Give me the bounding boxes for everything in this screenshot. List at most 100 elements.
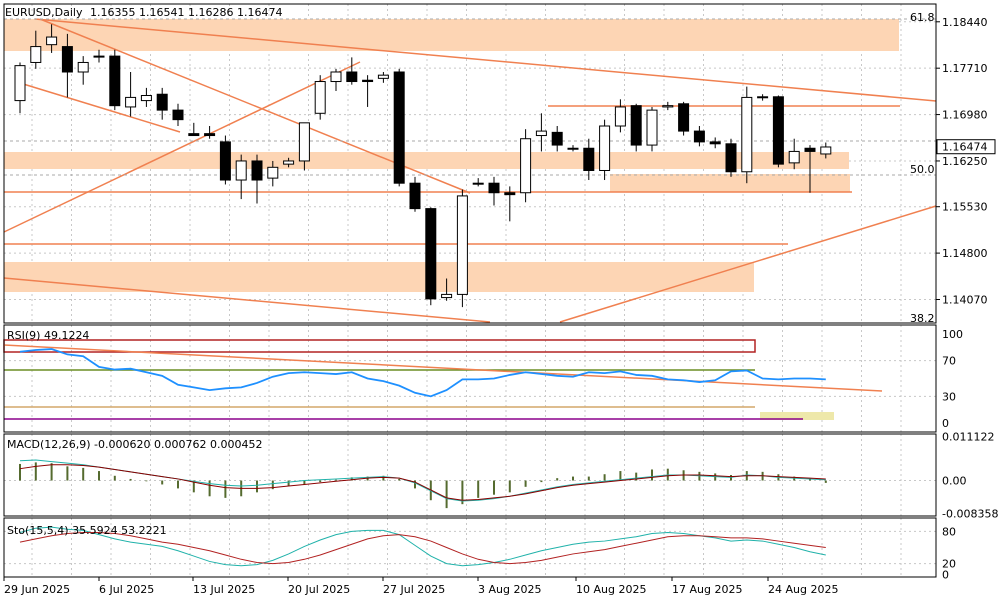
fib-label-500: 50.0	[910, 163, 935, 176]
zone-lower	[4, 262, 754, 292]
x-tick-label-0: 29 Jun 2025	[4, 583, 70, 596]
x-tick-label-7: 17 Aug 2025	[672, 583, 742, 596]
candle-body-35	[567, 147, 579, 150]
candle-body-23	[377, 74, 389, 79]
candle-body-41	[662, 105, 674, 108]
x-tick-label-4: 27 Jul 2025	[383, 583, 445, 596]
sto-tick-label-0: 80	[942, 525, 956, 538]
x-tick-label-8: 24 Aug 2025	[768, 583, 838, 596]
candle-body-8	[140, 95, 152, 102]
trendline-upper-descending	[34, 18, 937, 102]
candle-body-3	[61, 46, 73, 73]
candle-body-45	[725, 143, 737, 173]
candle-body-31	[504, 192, 516, 196]
x-tick-label-6: 10 Aug 2025	[576, 583, 646, 596]
x-tick-label-1: 6 Jul 2025	[99, 583, 154, 596]
candle-body-49	[788, 150, 800, 164]
candle-body-33	[535, 130, 547, 137]
candle-body-32	[520, 138, 532, 194]
frame-sto	[3, 517, 937, 578]
price-tick-label-1: 1.17710	[942, 62, 988, 75]
fib-label-618: 61.8	[910, 11, 935, 24]
frame-price	[3, 3, 937, 324]
sto-main-line	[19, 526, 826, 567]
candle-body-44	[709, 141, 721, 145]
candle-body-46	[741, 96, 753, 173]
candle-body-12	[204, 133, 216, 137]
rsi-tick-label-1: 70	[942, 355, 956, 368]
candle-body-15	[251, 160, 263, 181]
candle-body-43	[693, 130, 705, 143]
rsi-title: RSI(9) 49.1224	[7, 329, 89, 342]
macd-tick-label-2: -0.008358	[942, 507, 998, 520]
candle-body-2	[46, 36, 58, 46]
candle-body-50	[804, 147, 816, 152]
candle-body-42	[678, 103, 690, 132]
frame-macd	[3, 433, 937, 517]
price-tick-label-3: 1.16250	[942, 155, 988, 168]
candle-body-4	[77, 61, 89, 73]
zone-middle	[4, 152, 849, 169]
candle-body-5	[93, 55, 105, 58]
rsi-tick-label-0: 100	[942, 328, 963, 341]
candle-body-6	[109, 55, 121, 107]
candle-body-48	[772, 96, 784, 165]
current-price-label: 1.16474	[942, 141, 988, 154]
macd-tick-label-0: 0.011122	[942, 431, 995, 444]
stochastic-panel	[19, 526, 826, 567]
price-tick-label-5: 1.14800	[942, 247, 988, 260]
candle-body-40	[646, 109, 658, 146]
candle-body-39	[630, 105, 642, 146]
macd-panel	[19, 459, 827, 509]
candle-body-25	[409, 182, 421, 210]
trendline-ascending-channel	[3, 61, 361, 233]
candle-body-22	[362, 79, 374, 83]
stochastic-title: Sto(15,5,4) 35.5924 53.2221	[7, 524, 167, 537]
candle-body-7	[125, 96, 137, 108]
candle-body-20	[330, 71, 342, 83]
x-tick-label-3: 20 Jul 2025	[288, 583, 350, 596]
sto-tick-label-2: 0	[942, 568, 949, 581]
current-price-box	[936, 139, 996, 155]
candle-body-9	[156, 93, 168, 111]
candle-body-29	[472, 182, 484, 185]
trendline-lower-descending	[3, 277, 491, 323]
candle-body-36	[583, 147, 595, 171]
price-tick-label-0: 1.18440	[942, 16, 988, 29]
rsi-line	[19, 348, 826, 398]
axis-labels: 1.18440 1.17710 1.16980 1.16250 1.15530 1.148…	[3, 16, 998, 596]
sto-signal-line	[19, 531, 826, 565]
candle-body-37	[599, 125, 611, 171]
support-resistance-zones	[4, 19, 899, 292]
candle-body-27	[441, 293, 453, 299]
candle-body-21	[346, 71, 358, 83]
rsi-panel	[3, 339, 883, 420]
zone-middle-right	[610, 174, 850, 192]
frame-rsi	[3, 324, 937, 433]
price-tick-label-6: 1.14070	[942, 293, 988, 306]
candle-body-0	[14, 65, 26, 102]
candles	[14, 24, 832, 308]
candle-body-26	[425, 208, 437, 300]
candle-body-17	[283, 160, 295, 165]
candle-body-38	[614, 106, 626, 127]
candle-body-51	[820, 146, 832, 155]
macd-title: MACD(12,26,9) -0.000620 0.000762 0.00045…	[7, 438, 262, 451]
rsi-tick-label-2: 30	[942, 390, 956, 403]
candle-body-19	[314, 81, 326, 114]
candle-body-11	[188, 133, 200, 137]
candle-body-24	[393, 71, 405, 184]
price-tick-label-2: 1.16980	[942, 109, 988, 122]
candle-body-30	[488, 182, 500, 194]
candle-body-28	[456, 195, 468, 295]
candle-body-13	[219, 141, 231, 181]
macd-signal-line	[19, 464, 826, 501]
header-symbol: EURUSD,Daily	[5, 6, 83, 19]
rsi-trendline	[3, 344, 883, 392]
candle-body-16	[267, 166, 279, 179]
candle-body-47	[757, 96, 769, 99]
header-ohlc: 1.16355 1.16541 1.16286 1.16474	[90, 6, 282, 19]
x-tick-label-5: 3 Aug 2025	[478, 583, 541, 596]
macd-tick-label-1: 0.00	[942, 475, 967, 488]
